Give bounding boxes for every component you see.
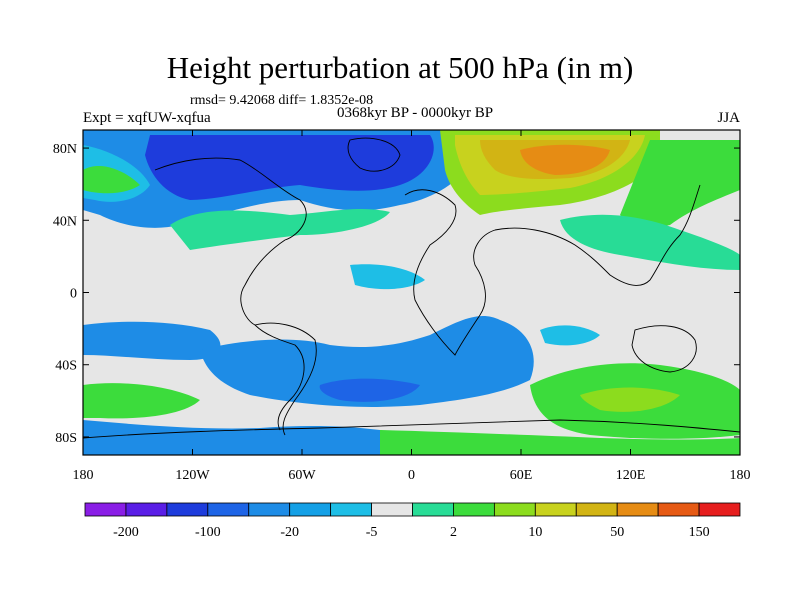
- colorbar: -200 -100 -20 -5 2 10 50 150: [84, 502, 741, 540]
- lat-tick-label: 80N: [53, 142, 77, 157]
- south-pacific-green: [83, 383, 200, 419]
- north-american-low-core: [145, 135, 434, 200]
- coast-south-america: [254, 322, 317, 436]
- eurasian-high-peak: [520, 144, 610, 175]
- lon-tick-label: 120W: [175, 468, 210, 483]
- pacific-mid-band: [560, 214, 740, 270]
- experiment-label: Expt = xqfUW-xqfua: [83, 110, 211, 126]
- colorbar-label: 2: [450, 525, 457, 540]
- colorbar-swatch: [289, 502, 332, 517]
- colorbar-swatch: [493, 502, 536, 517]
- map-title: Height perturbation at 500 hPa (in m): [166, 50, 634, 85]
- tropical-atlantic-low: [350, 264, 425, 290]
- colorbar-swatch: [125, 502, 168, 517]
- coast-greenland: [347, 137, 401, 172]
- lat-tick-label: 80S: [55, 431, 77, 446]
- colorbar-swatch: [453, 502, 495, 517]
- colorbar-label: 10: [528, 525, 542, 540]
- north-atlantic-band: [170, 208, 390, 250]
- contour-fields: [83, 130, 740, 455]
- north-pacific-band: [83, 165, 140, 194]
- colorbar-swatch: [248, 502, 291, 517]
- axis-ticks: 80N 40N 0 40S 80S 180 120W 60W 0 60E 120E 180: [53, 130, 751, 483]
- lon-tick-label: 120E: [616, 468, 646, 483]
- stats-line: rmsd= 9.42068 diff= 1.8352e-08: [190, 93, 374, 108]
- coast-asia: [494, 184, 701, 286]
- colorbar-swatch: [330, 502, 372, 517]
- season-label: JJA: [717, 110, 740, 126]
- antarctic-green: [380, 430, 740, 455]
- south-pacific-low: [83, 321, 221, 360]
- colorbar-swatch: [207, 502, 250, 517]
- south-atlantic-low: [200, 315, 534, 407]
- lon-tick-label: 60E: [510, 468, 533, 483]
- colorbar-swatch: [698, 502, 741, 517]
- pacific-north-band: [620, 140, 740, 227]
- lat-tick-label: 0: [70, 287, 77, 302]
- south-indian-yellow: [580, 387, 680, 412]
- colorbar-swatch: [657, 502, 700, 517]
- colorbar-label: -100: [195, 525, 221, 540]
- coast-australia: [631, 325, 697, 373]
- colorbar-label: -5: [366, 525, 378, 540]
- colorbar-label: -200: [113, 525, 139, 540]
- lat-tick-label: 40S: [55, 359, 77, 374]
- colorbar-swatch: [166, 502, 209, 517]
- colorbar-swatch: [371, 502, 413, 517]
- lon-tick-label: 0: [408, 468, 415, 483]
- colorbar-label: 150: [689, 525, 710, 540]
- lon-tick-label: 60W: [288, 468, 316, 483]
- colorbar-swatch: [84, 502, 127, 517]
- south-atlantic-core: [319, 378, 420, 402]
- colorbar-swatch: [575, 502, 618, 517]
- lat-tick-label: 40N: [53, 214, 77, 229]
- indian-ocean-low: [540, 325, 600, 346]
- colorbar-swatch: [534, 502, 577, 517]
- colorbar-label: 50: [610, 525, 624, 540]
- coast-north-america: [154, 157, 307, 431]
- colorbar-swatch: [412, 502, 454, 517]
- lon-tick-label: 180: [730, 468, 751, 483]
- period-label: 0368kyr BP - 0000kyr BP: [336, 105, 494, 121]
- coastlines: [83, 137, 740, 439]
- colorbar-swatch: [616, 502, 659, 517]
- coast-europe-africa: [404, 189, 496, 356]
- lon-tick-label: 180: [73, 468, 94, 483]
- colorbar-label: -20: [280, 525, 299, 540]
- coast-antarctica: [83, 419, 740, 439]
